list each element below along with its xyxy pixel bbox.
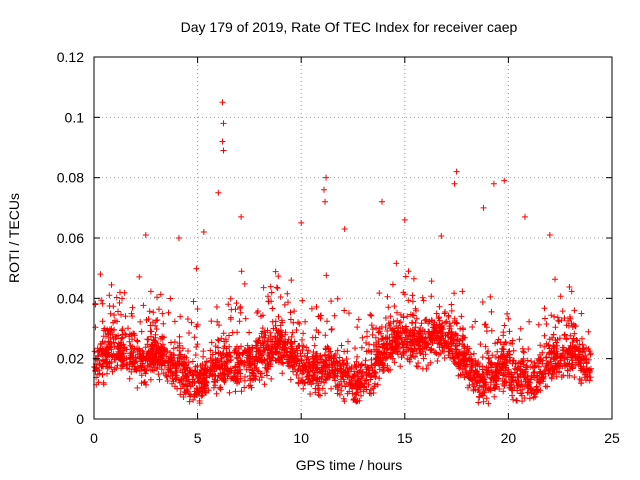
x-tick-label: 10 xyxy=(293,430,309,446)
roti-peak-marker xyxy=(480,204,487,211)
x-tick-label: 20 xyxy=(501,430,517,446)
x-tick-label: 0 xyxy=(90,430,98,446)
roti-peak-marker xyxy=(401,216,408,223)
chart-title: Day 179 of 2019, Rate Of TEC Index for r… xyxy=(181,19,518,35)
y-tick-label: 0.02 xyxy=(57,351,84,367)
x-axis-label: GPS time / hours xyxy=(296,457,403,473)
roti-peak-marker xyxy=(521,213,528,220)
roti-peak-marker xyxy=(501,177,508,184)
roti-peak-marker xyxy=(220,120,227,127)
roti-peak-marker xyxy=(490,180,497,187)
roti-peak-marker xyxy=(215,189,222,196)
roti-marker-cloud xyxy=(91,233,594,407)
grid-lines xyxy=(94,57,612,419)
roti-peak-marker xyxy=(219,138,226,145)
y-tick-label: 0 xyxy=(76,411,84,427)
x-tick-label: 5 xyxy=(194,430,202,446)
roti-peak-marker xyxy=(379,198,386,205)
y-tick-label: 0.1 xyxy=(65,109,85,125)
roti-peak-marker xyxy=(546,231,553,238)
roti-peak-marker xyxy=(200,228,207,235)
roti-peak-marker xyxy=(238,213,245,220)
x-tick-label: 15 xyxy=(397,430,413,446)
roti-peak-marker xyxy=(320,186,327,193)
roti-peak-marker xyxy=(453,168,460,175)
roti-peak-marker xyxy=(322,198,329,205)
data-points xyxy=(91,99,594,407)
y-tick-label: 0.12 xyxy=(57,49,84,65)
y-tick-label: 0.04 xyxy=(57,290,84,306)
y-tick-label: 0.08 xyxy=(57,170,84,186)
x-tick-label: 25 xyxy=(604,430,620,446)
tick-labels: 0 0.02 0.04 0.06 0.08 0.1 0.12 0 5 10 15 20 25 xyxy=(57,49,620,446)
y-axis-label: ROTI / TECUs xyxy=(6,193,22,283)
roti-peak-marker xyxy=(220,147,227,154)
roti-peak-marker xyxy=(142,231,149,238)
roti-peak-marker xyxy=(175,235,182,241)
roti-peak-marker xyxy=(298,219,305,226)
roti-peak-marker xyxy=(323,174,330,181)
roti-peak-marker xyxy=(341,225,348,232)
roti-peak-marker xyxy=(219,99,226,106)
y-tick-label: 0.06 xyxy=(57,230,84,246)
axis-ticks xyxy=(93,56,613,420)
roti-peak-marker xyxy=(451,180,458,187)
